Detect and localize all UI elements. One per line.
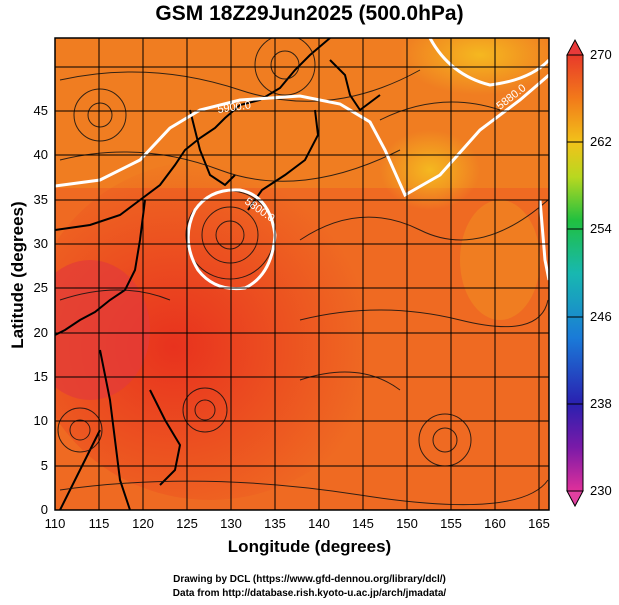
x-tick-label: 160 <box>484 516 506 531</box>
contour-label: 5900.0 <box>217 99 252 116</box>
colorbar-tick-label: 238 <box>590 396 612 411</box>
x-tick-label: 150 <box>396 516 418 531</box>
y-tick-label: 40 <box>33 147 48 162</box>
x-tick-label: 135 <box>264 516 286 531</box>
y-tick-label: 10 <box>33 413 48 428</box>
wind-streamlines <box>57 38 549 506</box>
x-axis-title: Longitude (degrees) <box>227 537 392 556</box>
colorbar-tick-label: 246 <box>590 309 612 324</box>
y-tick-label: 25 <box>33 280 48 295</box>
colorbar-tick-label: 230 <box>590 483 612 498</box>
credit-data-source: Data from http://database.rish.kyoto-u.a… <box>172 588 447 599</box>
y-tick-label: 5 <box>40 458 48 473</box>
colorbar-tick-label: 254 <box>590 221 612 236</box>
x-tick-label: 140 <box>308 516 330 531</box>
grid-lines <box>55 38 549 510</box>
temperature-field <box>55 38 549 510</box>
colorbar <box>566 38 584 508</box>
y-tick-label: 20 <box>33 325 48 340</box>
x-tick-label: 145 <box>352 516 374 531</box>
y-tick-label: 35 <box>33 192 48 207</box>
y-tick-label: 45 <box>33 103 48 118</box>
map-title: GSM 18Z29Jun2025 (500.0hPa) <box>155 2 464 25</box>
x-tick-label: 110 <box>44 516 66 531</box>
x-tick-label: 130 <box>220 516 242 531</box>
x-tick-label: 165 <box>528 516 550 531</box>
x-tick-label: 155 <box>440 516 462 531</box>
credit-drawing: Drawing by DCL (https://www.gfd-dennou.o… <box>173 574 446 585</box>
x-tick-label: 120 <box>132 516 154 531</box>
x-tick-label: 125 <box>176 516 198 531</box>
y-tick-label: 15 <box>33 369 48 384</box>
colorbar-tick-label: 262 <box>590 134 612 149</box>
y-tick-label: 0 <box>40 502 48 517</box>
x-tick-label: 115 <box>88 516 110 531</box>
plot-frame <box>54 37 550 511</box>
height-contours <box>55 38 549 291</box>
y-tick-label: 30 <box>33 236 48 251</box>
colorbar-tick-label: 270 <box>590 47 612 62</box>
